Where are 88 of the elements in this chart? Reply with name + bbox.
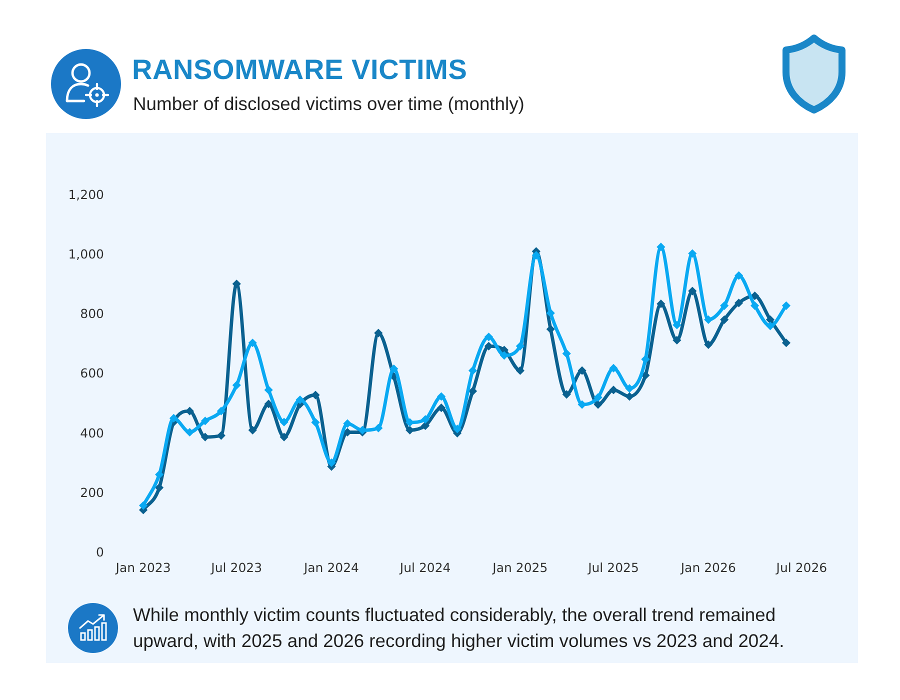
point	[453, 424, 462, 434]
point	[186, 428, 194, 436]
point	[248, 338, 257, 347]
point	[468, 387, 477, 396]
point	[750, 292, 759, 300]
point	[139, 501, 148, 510]
point	[468, 366, 477, 375]
x-tick-label: Jan 2024	[302, 560, 360, 575]
point	[374, 328, 383, 338]
point	[155, 470, 164, 479]
point	[516, 366, 524, 375]
point	[562, 349, 571, 358]
y-tick-label: 200	[80, 484, 104, 500]
point	[562, 390, 571, 399]
point	[437, 392, 446, 401]
point	[532, 251, 540, 260]
x-tick-label: Jul 2024	[398, 560, 451, 575]
point	[766, 316, 774, 324]
point	[656, 300, 666, 308]
y-tick-label: 0	[96, 544, 104, 560]
x-tick-label: Jan 2025	[492, 560, 548, 575]
point	[609, 364, 618, 372]
point	[720, 302, 728, 310]
y-tick-label: 1,200	[68, 186, 104, 202]
point	[672, 336, 682, 344]
point	[688, 249, 696, 258]
point	[782, 302, 790, 310]
point	[766, 322, 774, 330]
point	[217, 431, 226, 440]
point	[516, 342, 524, 350]
point	[578, 366, 586, 375]
point	[782, 338, 790, 347]
point	[437, 404, 446, 412]
point	[594, 400, 602, 409]
point	[390, 364, 398, 373]
point	[656, 242, 666, 252]
point	[155, 484, 164, 492]
point	[170, 414, 178, 422]
point	[311, 390, 320, 400]
point	[609, 386, 618, 394]
y-tick-label: 400	[80, 425, 104, 440]
point	[232, 381, 241, 390]
point	[421, 422, 430, 430]
point	[484, 332, 493, 342]
point	[264, 400, 273, 408]
point	[688, 286, 696, 296]
x-tick-label: Jul 2023	[210, 560, 262, 575]
point	[641, 371, 650, 380]
point	[704, 340, 712, 349]
point	[280, 418, 288, 426]
point	[311, 418, 320, 427]
point	[546, 308, 555, 318]
x-tick-label: Jul 2026	[775, 560, 828, 575]
point	[280, 432, 288, 442]
point	[720, 316, 728, 324]
point	[672, 320, 682, 330]
point	[327, 458, 336, 467]
point	[641, 355, 650, 364]
point	[546, 325, 555, 334]
point	[217, 406, 226, 416]
y-tick-label: 1,000	[68, 246, 104, 262]
point	[421, 415, 430, 424]
point	[704, 316, 712, 324]
y-tick-label: 800	[80, 306, 104, 322]
y-tick-label: 600	[80, 366, 104, 381]
point	[406, 426, 414, 434]
x-tick-label: Jan 2026	[680, 560, 736, 575]
point	[186, 406, 194, 416]
point	[734, 298, 743, 308]
point	[343, 420, 352, 428]
chart-title: RANSOMWARE VICTIMS	[132, 54, 468, 86]
point	[201, 416, 210, 426]
text: While monthly victim counts fluctuated considerably, the overall trend remained upward, with 2025 and 2026 recording higher victim volumes vs 2023 and 2024.	[133, 602, 784, 653]
point	[625, 384, 634, 393]
point	[264, 386, 273, 394]
point	[484, 342, 493, 350]
point	[406, 418, 414, 427]
point	[734, 271, 743, 280]
point	[296, 396, 304, 404]
point	[248, 426, 257, 434]
x-tick-label: Jul 2025	[587, 560, 639, 575]
chart-subtitle: Number of disclosed victims over time (monthly)	[133, 93, 524, 114]
point	[750, 302, 759, 310]
point	[625, 392, 634, 401]
x-tick-label: Jan 2023	[114, 560, 171, 575]
point	[374, 424, 383, 432]
point	[594, 393, 602, 402]
point	[232, 280, 241, 288]
